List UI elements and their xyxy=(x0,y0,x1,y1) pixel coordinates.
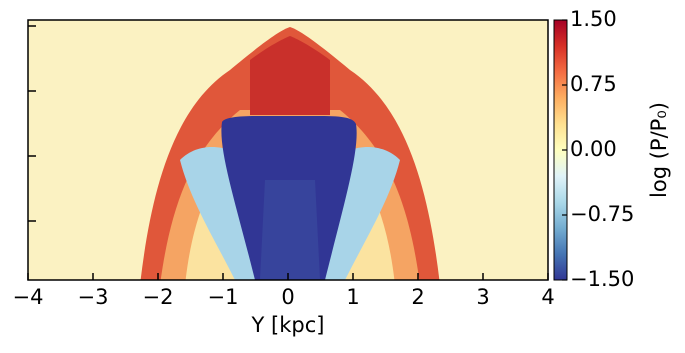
colorbar-label: log (P/P₀) xyxy=(647,102,671,198)
x-tick-label: 3 xyxy=(476,285,489,309)
colorbar-tick-label: −0.75 xyxy=(570,202,634,226)
x-tick-label: −3 xyxy=(78,285,109,309)
colorbar-tick-label: 0.00 xyxy=(570,137,617,161)
x-axis-label: Y [kpc] xyxy=(251,313,325,337)
colorbar-tick-label: 0.75 xyxy=(570,72,617,96)
x-tick-label: 0 xyxy=(281,285,294,309)
x-tick-label: 1 xyxy=(346,285,359,309)
y-ticks xyxy=(28,25,36,222)
colorbar-tick-label: 1.50 xyxy=(570,7,617,31)
x-tick-label: −4 xyxy=(13,285,44,309)
field xyxy=(28,20,548,280)
x-tick-label: −1 xyxy=(208,285,239,309)
colorbar-tick-label: −1.50 xyxy=(570,267,634,291)
x-tick-label: −2 xyxy=(143,285,174,309)
x-tick-label: 4 xyxy=(541,285,554,309)
x-tick-label: 2 xyxy=(411,285,424,309)
